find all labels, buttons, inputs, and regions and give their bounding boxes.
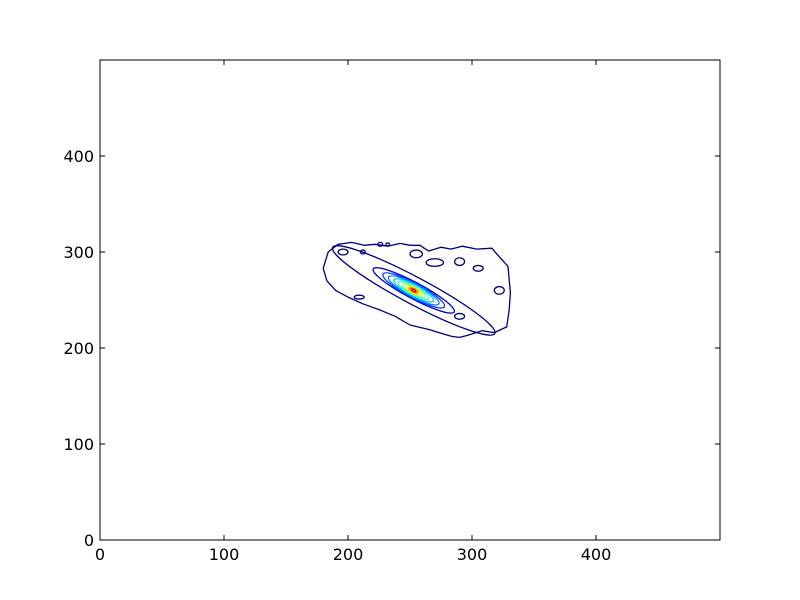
x-tick-label: 100 xyxy=(209,545,240,564)
plot-area xyxy=(100,60,720,540)
contour-island xyxy=(425,258,445,268)
x-tick-label: 300 xyxy=(457,545,488,564)
contour-island xyxy=(385,242,391,247)
contour-island xyxy=(337,248,349,256)
y-tick-label: 100 xyxy=(63,435,94,454)
contour-island xyxy=(453,257,466,267)
y-tick-label: 200 xyxy=(63,339,94,358)
x-tick-label: 0 xyxy=(95,545,105,564)
x-tick-label: 400 xyxy=(581,545,612,564)
contour-island xyxy=(453,312,466,320)
contour-island xyxy=(409,249,424,259)
contour-level-1 xyxy=(372,267,456,314)
axis-tick-labels: 0 100 200 300 400 0 100 200 300 400 xyxy=(63,147,611,564)
contour-island xyxy=(377,241,384,247)
plot-frame xyxy=(99,59,721,541)
x-tick-label: 200 xyxy=(333,545,364,564)
contour-level-6 xyxy=(401,282,426,298)
contour-level-7 xyxy=(404,284,423,297)
contour-level-3 xyxy=(387,275,440,306)
contour-island xyxy=(493,285,505,295)
contour-level-5 xyxy=(397,280,430,301)
y-tick-label: 400 xyxy=(63,147,94,166)
contour-lines xyxy=(322,241,512,339)
y-tick-label: 0 xyxy=(84,531,94,550)
contour-level-8 xyxy=(407,286,420,295)
contour-island xyxy=(353,294,365,300)
contour-level-2 xyxy=(382,272,446,309)
contour-level-10 xyxy=(411,288,417,293)
y-tick-label: 300 xyxy=(63,243,94,262)
contour-level-4 xyxy=(393,278,435,303)
contour-island xyxy=(472,264,484,272)
contour-level-0 xyxy=(331,245,496,336)
